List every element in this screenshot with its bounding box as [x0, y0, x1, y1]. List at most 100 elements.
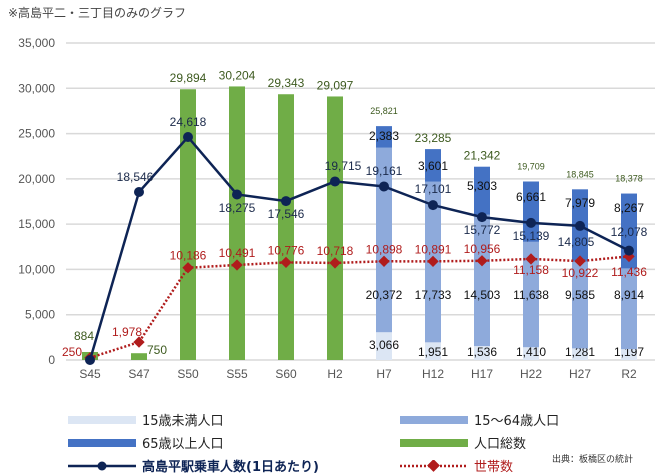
riders-marker: [330, 176, 340, 187]
households-line: [89, 255, 630, 359]
riders-label: 17,546: [268, 207, 305, 221]
riders-marker: [477, 212, 487, 223]
bar-segment-label: 7,979: [565, 196, 595, 210]
riders-marker: [526, 217, 536, 228]
riders-marker: [232, 189, 242, 200]
bar-total: [180, 89, 196, 360]
legend-label: 15歳未満人口: [142, 414, 224, 429]
y-tick-label: 15,000: [18, 217, 55, 231]
legend-swatch: [68, 415, 136, 424]
riders-marker: [134, 187, 144, 198]
bar-segment-under15: [425, 342, 441, 360]
legend-swatch: [68, 438, 136, 447]
riders-label: 12,078: [611, 225, 648, 239]
legend-total: 人口総数: [400, 433, 526, 452]
legend-dotted-marker: [400, 459, 468, 472]
bar-total: [229, 86, 245, 361]
bar-total-label: 30,204: [219, 68, 256, 82]
bar-total-label: 29,097: [317, 78, 354, 92]
bar-total: [327, 96, 343, 360]
legend-riders: 高島平駅乗車人数(1日あたり): [68, 456, 319, 475]
riders-label: 19,161: [366, 164, 403, 178]
bar-segment-label: 1,951: [418, 345, 448, 359]
bar-segment-15to64: [376, 147, 392, 333]
x-tick-label: H27: [569, 367, 591, 381]
y-tick-label: 10,000: [18, 262, 55, 276]
riders-marker: [575, 220, 585, 231]
bar-segment-over65: [425, 149, 441, 182]
households-label: 10,776: [268, 243, 305, 257]
bar-total: [278, 94, 294, 360]
bar-segment-label: 3,601: [418, 159, 448, 173]
x-tick-label: S45: [79, 367, 101, 381]
bar-total-label: 29,343: [268, 76, 305, 90]
riders-marker: [85, 355, 95, 365]
households-label: 10,718: [317, 244, 354, 258]
x-tick-label: H2: [327, 367, 343, 381]
bar-segment-label: 2,383: [369, 129, 399, 143]
bar-segment-15to64: [572, 261, 588, 349]
households-label: 11,158: [513, 263, 549, 277]
y-tick-label: 20,000: [18, 172, 55, 186]
riders-label: 17,101: [415, 182, 452, 196]
bar-total-label: 884: [74, 329, 94, 343]
y-tick-label: 30,000: [18, 81, 55, 95]
bar-total-label: 18,378: [615, 174, 643, 184]
households-marker: [231, 259, 243, 271]
x-tick-label: S50: [177, 367, 199, 381]
riders-marker: [183, 132, 193, 143]
bar-segment-under15: [621, 349, 637, 360]
households-marker: [329, 257, 341, 269]
x-tick-label: H7: [376, 367, 392, 381]
legend-households: 世帯数: [400, 456, 513, 475]
households-label: 250: [62, 345, 82, 359]
bar-segment-label: 1,281: [565, 345, 595, 359]
bar-segment-label: 1,410: [516, 345, 546, 359]
legend-label: 65歳以上人口: [142, 437, 224, 452]
bar-segment-label: 8,267: [614, 201, 644, 215]
legend-label: 世帯数: [474, 460, 514, 475]
y-tick-label: 0: [48, 353, 55, 367]
x-tick-label: H12: [422, 367, 444, 381]
bar-segment-label: 14,503: [464, 288, 501, 302]
households-label: 10,891: [415, 242, 452, 256]
households-marker: [133, 336, 145, 348]
bar-segment-label: 8,914: [614, 288, 644, 302]
y-tick-label: 35,000: [18, 36, 55, 50]
bar-total-label: 18,845: [566, 169, 594, 179]
households-marker: [574, 255, 586, 267]
riders-marker: [281, 196, 291, 207]
households-marker: [378, 255, 390, 267]
bar-segment-label: 20,372: [366, 288, 403, 302]
x-tick-label: S47: [128, 367, 150, 381]
bar-total-label: 29,894: [170, 71, 207, 85]
bar-segment-under15: [572, 348, 588, 360]
bar-total-label: 25,821: [370, 106, 398, 116]
bar-segment-15to64: [474, 214, 490, 347]
bar-segment-over65: [523, 181, 539, 242]
riders-line: [88, 135, 630, 361]
households-marker: [427, 255, 439, 268]
households-marker: [525, 253, 537, 265]
riders-label: 18,275: [219, 201, 256, 215]
bar-segment-label: 5,303: [467, 179, 497, 193]
households-marker: [280, 256, 292, 269]
x-tick-label: H17: [471, 367, 493, 381]
bar-segment-label: 3,066: [369, 338, 399, 352]
bar-total-label: 21,342: [464, 149, 501, 163]
bar-total-label: 750: [147, 343, 167, 357]
households-marker: [476, 255, 488, 267]
x-tick-label: R2: [621, 367, 637, 381]
bar-segment-label: 1,536: [467, 345, 497, 359]
bar-total-label: 23,285: [415, 131, 452, 145]
bar-segment-label: 17,733: [415, 288, 452, 302]
households-label: 10,922: [562, 266, 599, 280]
households-label: 10,491: [219, 246, 256, 260]
households-label: 10,186: [170, 249, 207, 263]
riders-marker: [624, 245, 634, 256]
x-tick-label: H22: [520, 367, 542, 381]
legend-label: 人口総数: [474, 437, 527, 452]
chart-plot: 0 5,000 10,000 15,000 20,000 25,000 30,000 35,0…: [18, 36, 655, 381]
riders-label: 15,139: [513, 229, 550, 243]
